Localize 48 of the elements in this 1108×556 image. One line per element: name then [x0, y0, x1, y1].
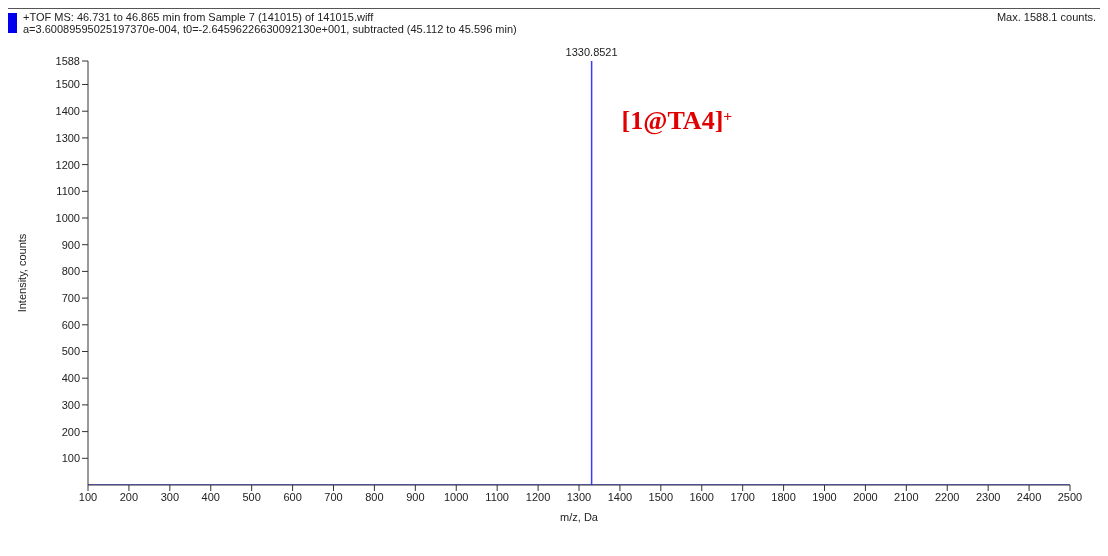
y-tick-label: 1300	[55, 131, 80, 144]
x-tick-label: 1100	[485, 490, 509, 503]
x-tick-label: 2500	[1057, 490, 1083, 503]
y-tick-label: 500	[61, 345, 80, 358]
x-tick-label: 1000	[444, 490, 469, 503]
x-tick-label: 1800	[771, 490, 796, 503]
y-tick-label: 1588	[55, 54, 80, 67]
text: a=3.60089595025197370e-004, t0=-2.64596226630092130e+001, subtracted (45.112 to 45.596 min)	[23, 23, 517, 35]
x-tick-label: 300	[160, 490, 180, 503]
x-tick-label: 2000	[853, 490, 878, 503]
y-tick-label: 300	[61, 398, 80, 411]
annotation: 1330.8521	[565, 46, 618, 58]
x-tick-label: 600	[283, 490, 302, 503]
y-tick-label: 200	[61, 425, 80, 438]
x-tick-label: 900	[406, 490, 425, 503]
y-tick-label: 100	[61, 452, 80, 465]
x-tick-label: 1400	[607, 490, 633, 503]
x-tick-label: 1700	[730, 490, 755, 503]
x-tick-label: 1500	[648, 490, 674, 503]
x-tick-label: 2400	[1016, 490, 1042, 503]
text: +TOF MS: 46.731 to 46.865 min from Sample 7 (141015) of 141015.wiff	[23, 11, 375, 23]
x-tick-label: 2100	[894, 490, 919, 503]
x-tick-label: 2200	[935, 490, 960, 503]
y-tick-label: 600	[61, 318, 80, 331]
y-tick-label: 1500	[55, 78, 80, 91]
annotation: [1@TA4]$^{+}$	[621, 106, 733, 135]
y-tick-label: 1400	[55, 105, 80, 118]
x-axis-title: m/z, Da	[560, 511, 599, 523]
y-tick-label: 900	[61, 238, 80, 251]
x-tick-label: 500	[242, 490, 261, 503]
y-tick-label: 700	[61, 292, 80, 304]
text: Max. 1588.1 counts.	[996, 11, 1097, 25]
y-tick-label: 400	[61, 372, 80, 385]
x-tick-label: 400	[201, 490, 220, 503]
x-tick-label: 700	[324, 490, 343, 503]
x-tick-label: 1900	[812, 490, 837, 503]
x-tick-label: 1600	[689, 490, 714, 503]
x-tick-label: 1200	[525, 490, 551, 503]
x-tick-label: 200	[119, 490, 139, 503]
y-tick-label: 1100	[56, 185, 80, 198]
y-axis-title: Intensity, counts	[15, 233, 28, 313]
y-tick-label: 800	[61, 265, 80, 278]
x-tick-label: 1300	[566, 490, 592, 503]
x-tick-label: 800	[365, 490, 384, 503]
x-tick-label: 100	[78, 490, 98, 503]
y-tick-label: 1000	[55, 211, 80, 224]
x-tick-label: 2300	[975, 490, 1001, 503]
y-tick-label: 1200	[55, 158, 80, 171]
